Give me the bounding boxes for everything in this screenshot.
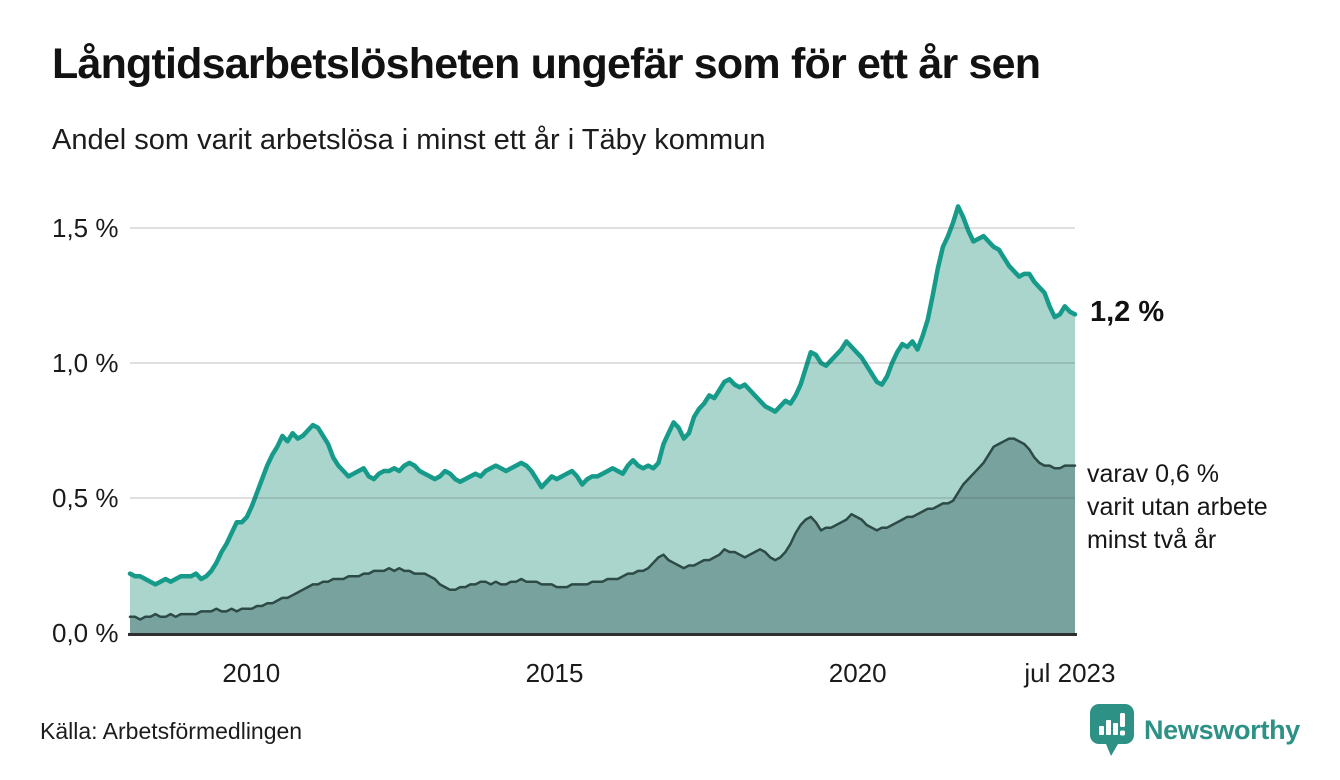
- x-axis-tick-label: jul 2023: [1024, 658, 1116, 688]
- page-title: Långtidsarbetslösheten ungefär som för e…: [52, 40, 1041, 88]
- y-axis-tick-label: 0,0 %: [52, 618, 119, 648]
- end-value-label-line3: minst två år: [1087, 525, 1217, 554]
- y-axis-tick-label: 1,5 %: [52, 213, 119, 243]
- x-axis-tick-label: 2020: [828, 658, 887, 688]
- y-axis-tick-label: 1,0 %: [52, 348, 119, 378]
- y-axis-tick-label: 0,5 %: [52, 483, 119, 513]
- end-value-label-total: 1,2 %: [1090, 296, 1165, 329]
- line-minst-tva-ar: [128, 437, 1077, 621]
- newsworthy-logo: Newsworthy: [1089, 704, 1300, 756]
- area-fill-minst-tva-ar: [130, 438, 1075, 633]
- end-value-label-two-year: varav 0,6 % varit utan arbete minst två …: [1087, 458, 1268, 557]
- x-axis-tick-label: 2010: [222, 658, 281, 688]
- end-value-label-line1: varav 0,6 %: [1087, 459, 1220, 488]
- x-axis-tick-label: 2015: [525, 658, 584, 688]
- end-value-label-line2: varit utan arbete: [1087, 492, 1268, 521]
- newsworthy-bars-icon: [1089, 704, 1134, 756]
- newsworthy-logo-text: Newsworthy: [1143, 714, 1300, 745]
- line-minst-ett-ar: [127, 204, 1078, 587]
- chart-subtitle: Andel som varit arbetslösa i minst ett å…: [52, 124, 766, 156]
- source-note: Källa: Arbetsförmedlingen: [40, 718, 303, 744]
